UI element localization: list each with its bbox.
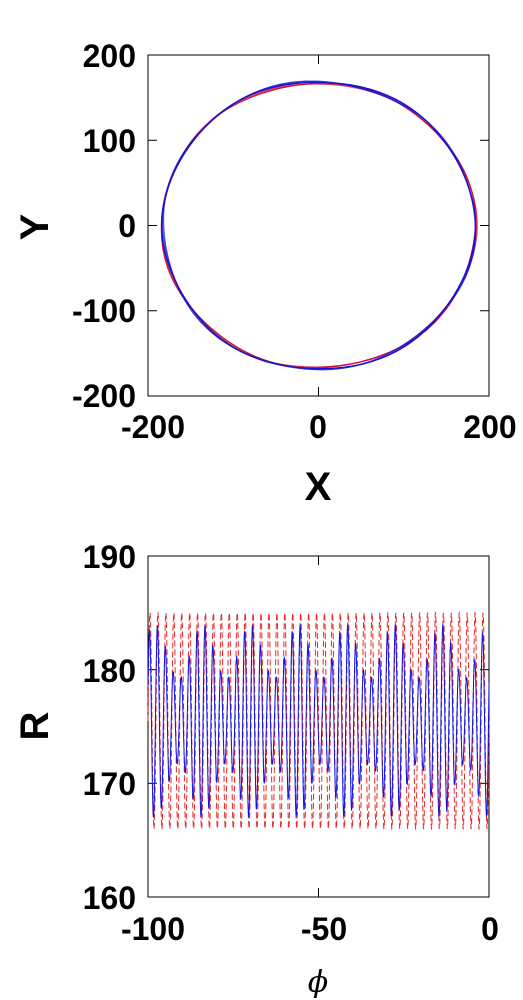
radius-panel: 190 180 170 160 -100 -50 0 ϕ R bbox=[13, 539, 499, 1000]
orbit-series-group bbox=[160, 80, 478, 371]
orbit-ytick-0: 0 bbox=[118, 208, 136, 244]
radius-xtick-minus100: -100 bbox=[121, 911, 185, 947]
radius-ytick-180: 180 bbox=[83, 653, 136, 689]
orbit-series-1-line-2 bbox=[162, 80, 477, 371]
radius-tick-marks bbox=[147, 555, 490, 898]
radius-xtick-0: 0 bbox=[481, 911, 499, 947]
orbit-xtick-0: 0 bbox=[309, 409, 327, 445]
orbit-ytick-100: 100 bbox=[83, 123, 136, 159]
radius-ytick-190: 190 bbox=[83, 539, 136, 575]
orbit-ytick-minus100: -100 bbox=[72, 293, 136, 329]
radius-y-axis-label: R bbox=[13, 711, 57, 740]
orbit-x-axis-label: X bbox=[305, 465, 332, 509]
radius-ytick-160: 160 bbox=[83, 880, 136, 916]
radius-ytick-170: 170 bbox=[83, 766, 136, 802]
orbit-panel: 200 100 0 -100 -200 -200 0 200 X Y bbox=[13, 38, 517, 509]
orbit-ytick-200: 200 bbox=[83, 38, 136, 74]
orbit-tick-marks bbox=[147, 54, 490, 397]
radius-x-axis-label: ϕ bbox=[308, 965, 328, 1000]
radius-series-group bbox=[147, 610, 490, 831]
orbit-series-1-line-0 bbox=[160, 81, 477, 370]
orbit-xtick-200: 200 bbox=[463, 409, 516, 445]
radius-xtick-minus50: -50 bbox=[301, 911, 347, 947]
orbit-xtick-minus200: -200 bbox=[121, 409, 185, 445]
radius-series-1-line bbox=[147, 623, 490, 819]
orbit-plot-frame bbox=[147, 54, 490, 397]
orbit-series-1-line-1 bbox=[161, 81, 477, 370]
orbit-y-axis-label: Y bbox=[13, 213, 57, 240]
orbit-ytick-minus200: -200 bbox=[72, 378, 136, 414]
